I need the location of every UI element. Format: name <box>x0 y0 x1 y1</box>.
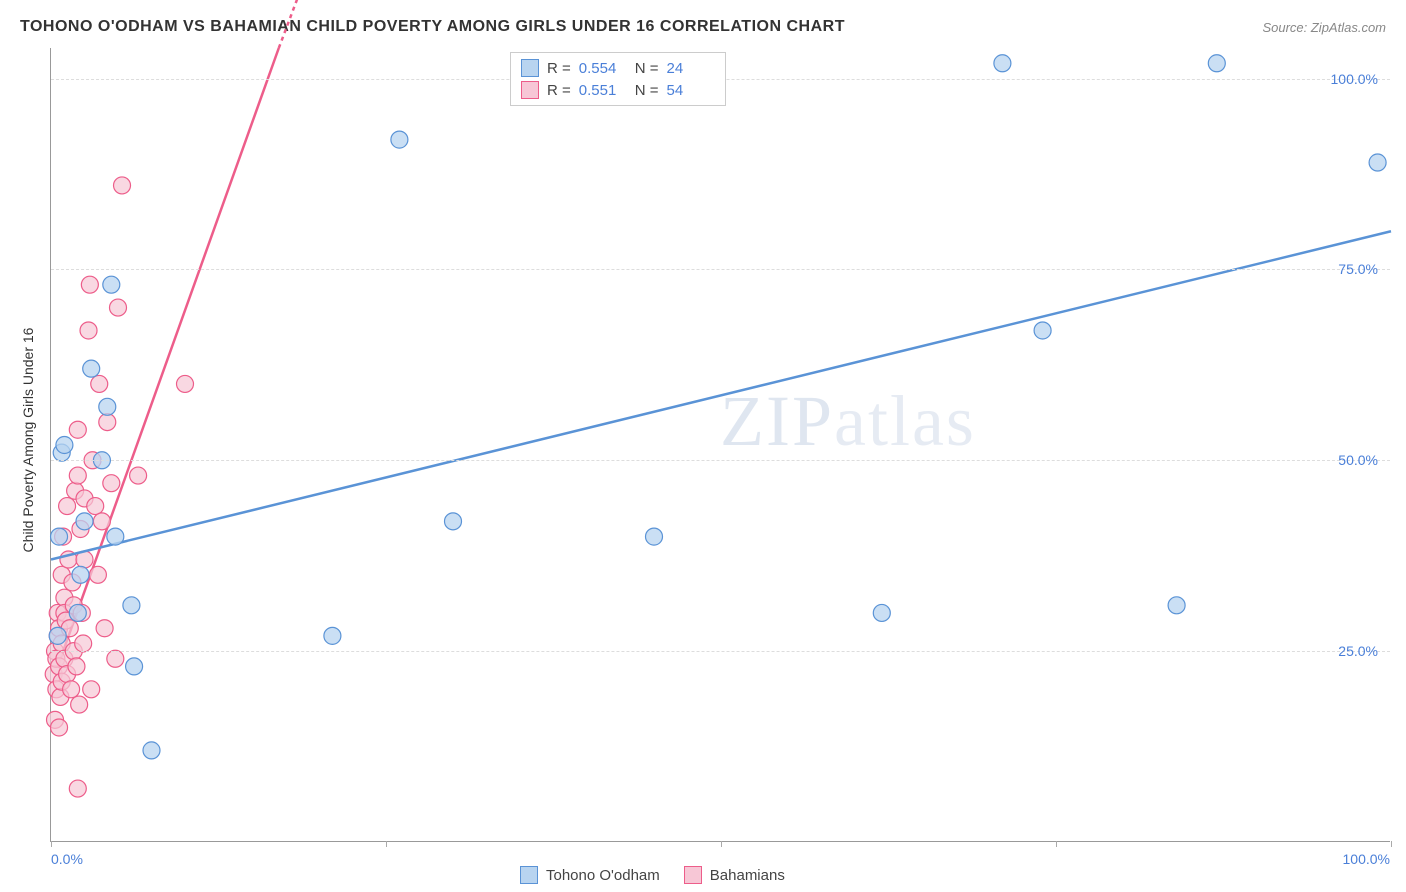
legend-label: Tohono O'odham <box>546 867 660 884</box>
data-point <box>130 467 147 484</box>
data-point <box>99 398 116 415</box>
n-value: 24 <box>667 60 715 77</box>
data-point <box>83 681 100 698</box>
data-point <box>1168 597 1185 614</box>
gridline <box>51 460 1390 461</box>
data-point <box>93 513 110 530</box>
x-tick-label-max: 100.0% <box>1343 851 1390 867</box>
data-point <box>177 375 194 392</box>
data-point <box>68 658 85 675</box>
stats-legend: R = 0.554 N = 24 R = 0.551 N = 54 <box>510 52 726 106</box>
n-label: N = <box>635 82 659 99</box>
legend-swatch <box>520 866 538 884</box>
chart-title: TOHONO O'ODHAM VS BAHAMIAN CHILD POVERTY… <box>20 18 845 36</box>
y-axis-label: Child Poverty Among Girls Under 16 <box>20 328 36 553</box>
data-point <box>99 414 116 431</box>
data-point <box>81 276 98 293</box>
gridline <box>51 651 1390 652</box>
chart-svg <box>51 48 1390 841</box>
legend-swatch <box>521 81 539 99</box>
data-point <box>123 597 140 614</box>
stats-legend-row: R = 0.551 N = 54 <box>521 79 715 101</box>
data-point <box>69 780 86 797</box>
data-point <box>646 528 663 545</box>
data-point <box>994 55 1011 72</box>
data-point <box>91 375 108 392</box>
x-tick <box>386 841 387 847</box>
data-point <box>63 681 80 698</box>
r-value: 0.554 <box>579 60 627 77</box>
data-point <box>89 566 106 583</box>
data-point <box>49 627 66 644</box>
source-attribution: Source: ZipAtlas.com <box>1262 20 1386 35</box>
x-tick <box>1056 841 1057 847</box>
series-legend: Tohono O'odham Bahamians <box>520 866 785 884</box>
legend-label: Bahamians <box>710 867 785 884</box>
data-point <box>69 604 86 621</box>
y-tick-label: 50.0% <box>1338 452 1378 468</box>
data-point <box>1369 154 1386 171</box>
y-tick-label: 100.0% <box>1331 71 1378 87</box>
data-point <box>103 276 120 293</box>
legend-item: Tohono O'odham <box>520 866 660 884</box>
data-point <box>87 498 104 515</box>
y-tick-label: 75.0% <box>1338 261 1378 277</box>
data-point <box>107 528 124 545</box>
data-point <box>72 566 89 583</box>
x-tick <box>721 841 722 847</box>
legend-swatch <box>684 866 702 884</box>
data-point <box>445 513 462 530</box>
data-point <box>56 437 73 454</box>
trendline <box>51 231 1391 559</box>
data-point <box>324 627 341 644</box>
x-tick-label-min: 0.0% <box>51 851 83 867</box>
data-point <box>69 467 86 484</box>
legend-item: Bahamians <box>684 866 785 884</box>
gridline <box>51 269 1390 270</box>
data-point <box>51 528 68 545</box>
data-point <box>114 177 131 194</box>
data-point <box>96 620 113 637</box>
r-label: R = <box>547 60 571 77</box>
r-label: R = <box>547 82 571 99</box>
n-label: N = <box>635 60 659 77</box>
data-point <box>75 635 92 652</box>
data-point <box>71 696 88 713</box>
data-point <box>1208 55 1225 72</box>
data-point <box>391 131 408 148</box>
data-point <box>107 650 124 667</box>
data-point <box>103 475 120 492</box>
x-tick <box>51 841 52 847</box>
stats-legend-row: R = 0.554 N = 24 <box>521 57 715 79</box>
data-point <box>873 604 890 621</box>
data-point <box>76 513 93 530</box>
data-point <box>143 742 160 759</box>
data-point <box>51 719 68 736</box>
data-point <box>80 322 97 339</box>
r-value: 0.551 <box>579 82 627 99</box>
data-point <box>1034 322 1051 339</box>
n-value: 54 <box>667 82 715 99</box>
data-point <box>83 360 100 377</box>
data-point <box>59 498 76 515</box>
x-tick <box>1391 841 1392 847</box>
legend-swatch <box>521 59 539 77</box>
data-point <box>69 421 86 438</box>
data-point <box>126 658 143 675</box>
y-tick-label: 25.0% <box>1338 643 1378 659</box>
data-point <box>110 299 127 316</box>
chart-plot-area: 25.0%50.0%75.0%100.0%0.0%100.0% <box>50 48 1390 842</box>
